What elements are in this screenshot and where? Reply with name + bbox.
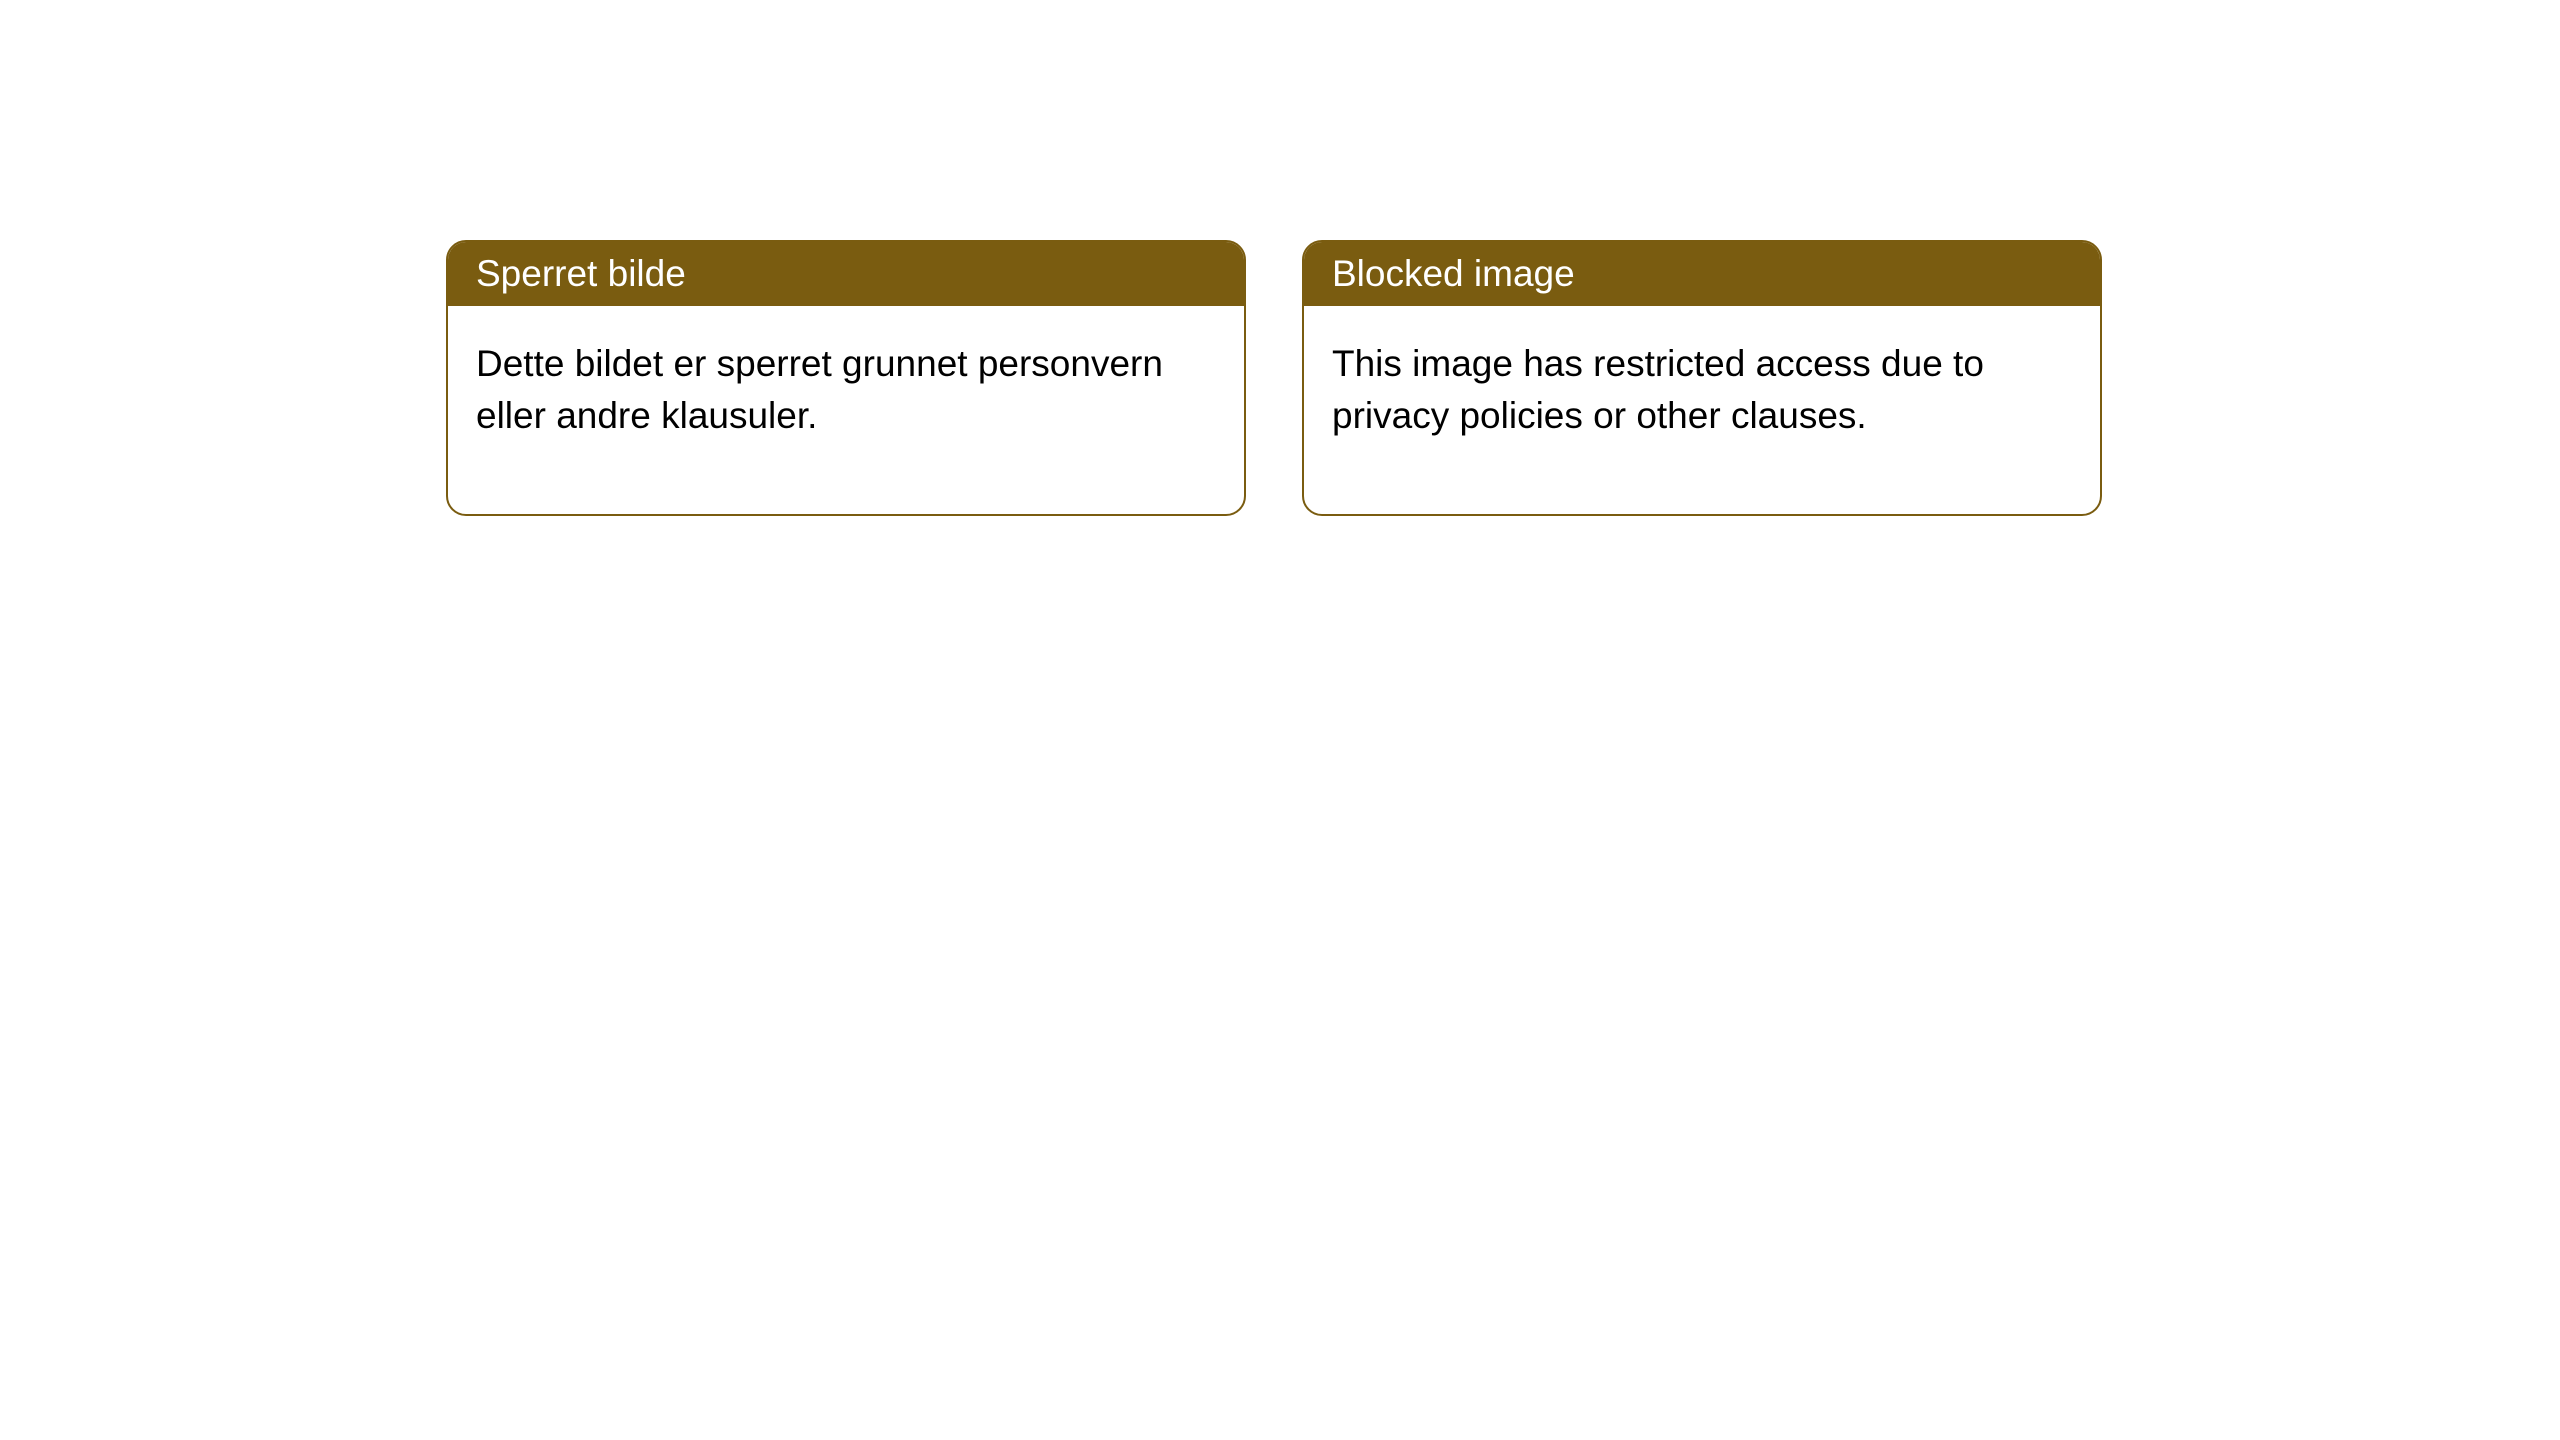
notice-card-english: Blocked image This image has restricted … xyxy=(1302,240,2102,516)
notice-card-title: Sperret bilde xyxy=(448,242,1244,306)
notice-card-body: This image has restricted access due to … xyxy=(1304,306,2100,514)
notice-card-title: Blocked image xyxy=(1304,242,2100,306)
notice-card-body: Dette bildet er sperret grunnet personve… xyxy=(448,306,1244,514)
notice-card-norwegian: Sperret bilde Dette bildet er sperret gr… xyxy=(446,240,1246,516)
notice-container: Sperret bilde Dette bildet er sperret gr… xyxy=(0,0,2560,516)
